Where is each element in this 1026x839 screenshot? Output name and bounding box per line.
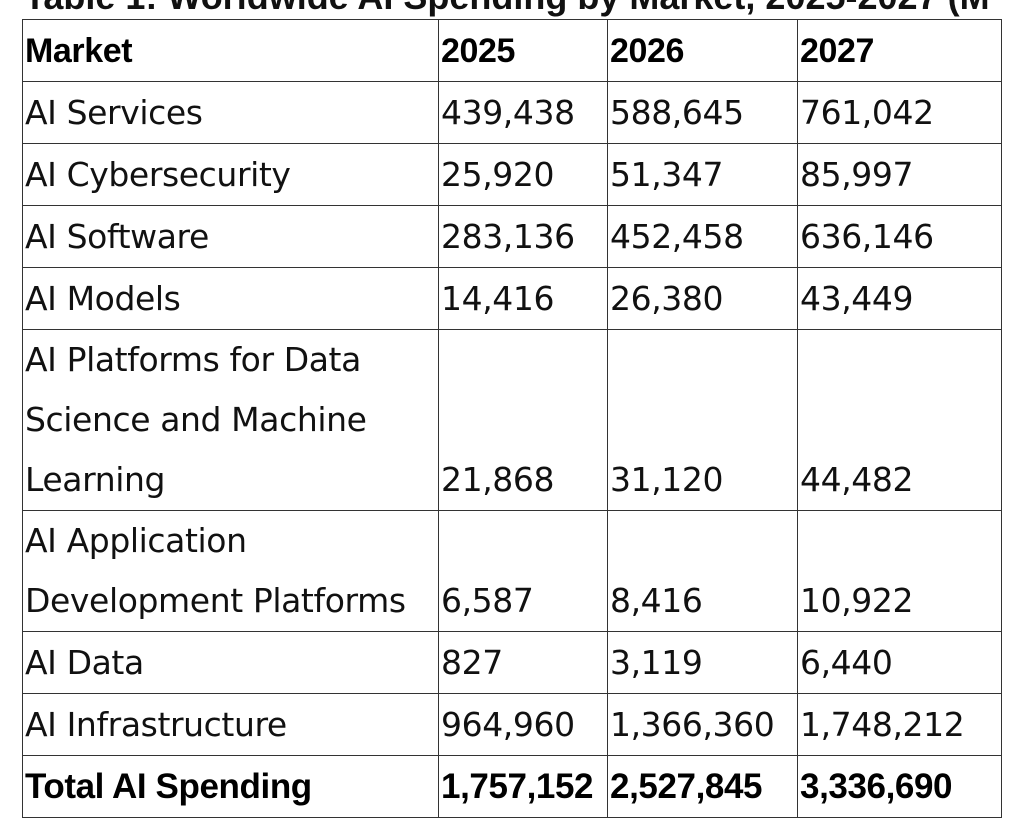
value-cell-2027: 85,997 <box>797 143 1002 206</box>
table-row: AI Models 14,416 26,380 43,449 <box>22 267 1002 330</box>
table-caption: Table 1: Worldwide AI Spending by Market… <box>24 0 1024 17</box>
value-cell-2025: 6,587 <box>438 510 608 632</box>
value-cell-2027: 6,440 <box>797 631 1002 694</box>
value-cell-2026: 1,366,360 <box>607 693 798 756</box>
table-row: AI Infrastructure 964,960 1,366,360 1,74… <box>22 693 1002 756</box>
table-row: AI Software 283,136 452,458 636,146 <box>22 205 1002 268</box>
value-cell-2025: 283,136 <box>438 205 608 268</box>
column-header-2026: 2026 <box>607 19 798 82</box>
value-cell-2027: 44,482 <box>797 329 1002 511</box>
value-cell-2026: 3,119 <box>607 631 798 694</box>
market-cell: AI Application Development Platforms <box>22 510 439 632</box>
total-value-2027: 3,336,690 <box>797 755 1002 818</box>
total-value-2026: 2,527,845 <box>607 755 798 818</box>
market-cell: AI Infrastructure <box>22 693 439 756</box>
value-cell-2025: 21,868 <box>438 329 608 511</box>
value-cell-2027: 43,449 <box>797 267 1002 330</box>
value-cell-2025: 964,960 <box>438 693 608 756</box>
value-cell-2026: 31,120 <box>607 329 798 511</box>
value-cell-2027: 636,146 <box>797 205 1002 268</box>
column-header-market: Market <box>22 19 439 82</box>
total-label: Total AI Spending <box>22 755 439 818</box>
market-cell: AI Cybersecurity <box>22 143 439 206</box>
market-cell: AI Software <box>22 205 439 268</box>
value-cell-2026: 26,380 <box>607 267 798 330</box>
column-header-2025: 2025 <box>438 19 608 82</box>
value-cell-2025: 25,920 <box>438 143 608 206</box>
ai-spending-table: Market 2025 2026 2027 AI Services 439,43… <box>22 19 1002 818</box>
table-row: AI Application Development Platforms 6,5… <box>22 510 1002 632</box>
value-cell-2026: 51,347 <box>607 143 798 206</box>
table-row: AI Data 827 3,119 6,440 <box>22 631 1002 694</box>
value-cell-2025: 439,438 <box>438 81 608 144</box>
table-row: AI Services 439,438 588,645 761,042 <box>22 81 1002 144</box>
value-cell-2026: 8,416 <box>607 510 798 632</box>
market-cell: AI Data <box>22 631 439 694</box>
value-cell-2025: 827 <box>438 631 608 694</box>
header-row: Market 2025 2026 2027 <box>22 19 1002 82</box>
value-cell-2026: 452,458 <box>607 205 798 268</box>
value-cell-2026: 588,645 <box>607 81 798 144</box>
market-cell: AI Services <box>22 81 439 144</box>
market-cell: AI Models <box>22 267 439 330</box>
column-header-2027: 2027 <box>797 19 1002 82</box>
total-value-2025: 1,757,152 <box>438 755 608 818</box>
value-cell-2027: 1,748,212 <box>797 693 1002 756</box>
value-cell-2027: 10,922 <box>797 510 1002 632</box>
table-row: AI Platforms for Data Science and Machin… <box>22 329 1002 511</box>
value-cell-2027: 761,042 <box>797 81 1002 144</box>
total-row: Total AI Spending 1,757,152 2,527,845 3,… <box>22 755 1002 818</box>
value-cell-2025: 14,416 <box>438 267 608 330</box>
market-cell: AI Platforms for Data Science and Machin… <box>22 329 439 511</box>
table-row: AI Cybersecurity 25,920 51,347 85,997 <box>22 143 1002 206</box>
